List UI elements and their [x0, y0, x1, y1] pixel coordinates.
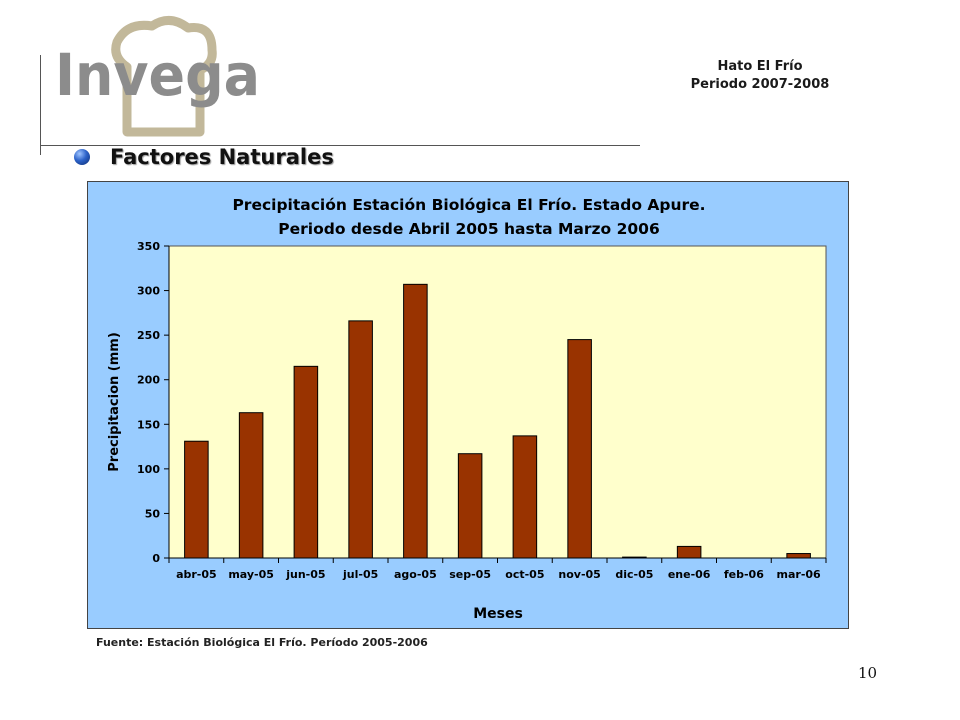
x-tick-label: abr-05	[176, 568, 217, 581]
chart-panel: Precipitación Estación Biológica El Frío…	[87, 181, 849, 629]
source-note: Fuente: Estación Biológica El Frío. Perí…	[96, 636, 428, 649]
logo-icon	[111, 16, 217, 137]
y-tick-label: 350	[137, 240, 160, 253]
y-tick-label: 200	[137, 374, 160, 387]
vertical-rule	[40, 55, 41, 155]
x-tick-label: mar-06	[777, 568, 822, 581]
y-tick-label: 0	[152, 552, 160, 565]
header-info: Hato El Frío Periodo 2007-2008	[660, 58, 860, 94]
bar-oct-05	[512, 435, 538, 559]
x-tick-label: jul-05	[342, 568, 378, 581]
horizontal-rule	[40, 145, 640, 146]
x-tick-label: oct-05	[505, 568, 544, 581]
x-tick-label: nov-05	[558, 568, 600, 581]
bar-may-05	[238, 412, 264, 559]
invega-logo: Invega	[55, 16, 260, 137]
y-tick-label: 300	[137, 285, 160, 298]
chart-title-line2: Periodo desde Abril 2005 hasta Marzo 200…	[278, 220, 659, 238]
plot-area	[168, 245, 827, 559]
x-tick-label: ene-06	[668, 568, 711, 581]
y-tick-label: 250	[137, 329, 160, 342]
x-axis-label: Meses	[473, 606, 523, 622]
x-tick-label: jun-05	[285, 568, 325, 581]
bar-jul-05	[348, 320, 373, 559]
x-tick-label: sep-05	[449, 568, 491, 581]
x-axis: abr-05 may-05 jun-05 jul-05 ago-05 sep-05 oct-…	[168, 558, 827, 581]
bullet-icon	[74, 149, 90, 165]
header-line1: Hato El Frío	[717, 59, 803, 74]
bar-ago-05	[403, 283, 428, 559]
bar-abr-05	[184, 440, 209, 559]
page-number: 10	[858, 664, 878, 682]
x-tick-label: may-05	[228, 568, 274, 581]
bars	[184, 283, 811, 559]
bar-jun-05	[293, 365, 319, 559]
x-tick-label: feb-06	[724, 568, 764, 581]
logo-text: Invega	[55, 41, 260, 109]
y-axis-label: Precipitacion (mm)	[107, 332, 122, 472]
x-tick-label: dic-05	[615, 568, 653, 581]
bar-nov-05	[567, 339, 592, 559]
bar-ene-06	[676, 545, 702, 559]
y-tick-label: 100	[137, 463, 160, 476]
bar-mar-06	[786, 553, 811, 559]
y-tick-label: 50	[145, 507, 161, 520]
bar-sep-05	[457, 453, 483, 559]
y-axis: 0 50 100 150 200 250 300 350	[137, 240, 169, 565]
x-tick-label: ago-05	[394, 568, 437, 581]
y-tick-label: 150	[137, 418, 160, 431]
section-title: Factores Naturales	[110, 145, 334, 169]
header-line2: Periodo 2007-2008	[690, 77, 830, 92]
precipitation-chart: Precipitación Estación Biológica El Frío…	[107, 196, 827, 622]
chart-title-line1: Precipitación Estación Biológica El Frío…	[232, 196, 705, 214]
